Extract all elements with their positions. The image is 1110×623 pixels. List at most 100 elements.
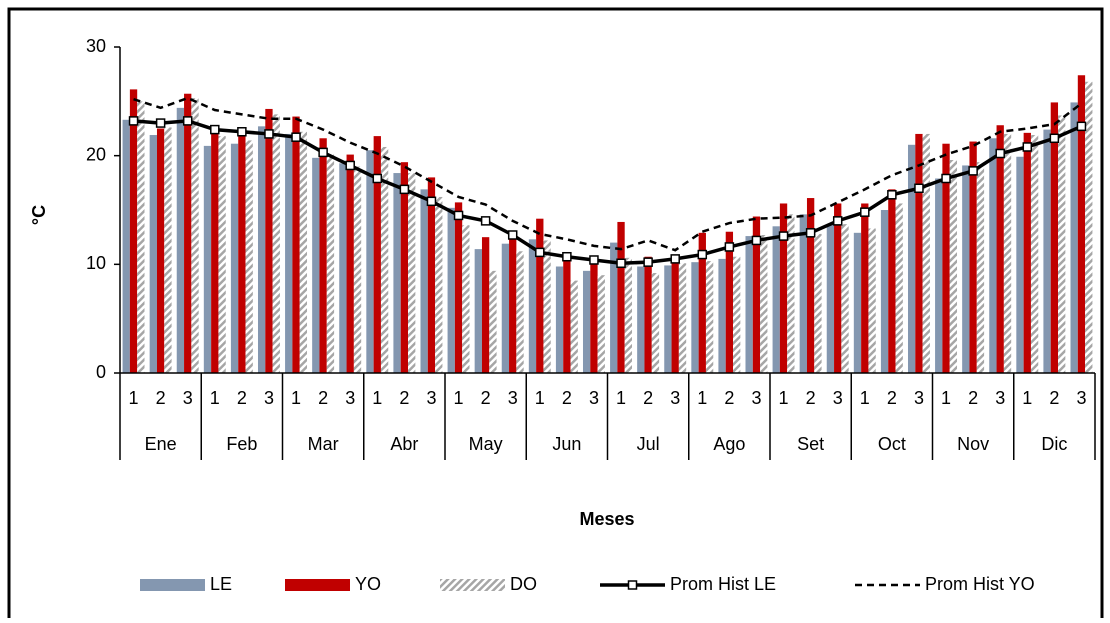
bar <box>787 214 795 373</box>
x-tick-label: 2 <box>806 388 816 408</box>
legend-label: Prom Hist LE <box>670 574 776 594</box>
group-label: Jul <box>637 434 660 454</box>
bar <box>1077 75 1086 374</box>
bar <box>664 265 672 373</box>
bar <box>149 135 157 373</box>
bar <box>536 218 544 373</box>
bar <box>806 198 815 373</box>
legend-swatch <box>140 579 205 591</box>
bar <box>129 89 138 373</box>
line-marker <box>535 247 545 258</box>
bar <box>1070 102 1078 374</box>
group-label: Set <box>797 434 824 454</box>
bar <box>799 214 807 373</box>
bar <box>698 232 706 373</box>
bar <box>915 133 923 373</box>
bar <box>590 257 598 373</box>
bar <box>257 126 266 374</box>
line-marker <box>480 216 491 226</box>
bar <box>447 207 455 373</box>
bar <box>969 141 977 373</box>
y-axis-title: °C <box>29 205 49 225</box>
bar <box>353 166 362 373</box>
y-tick-label: 20 <box>86 144 106 164</box>
bar <box>671 254 679 373</box>
line-marker <box>832 216 843 226</box>
bar <box>137 101 145 373</box>
line-marker <box>941 173 951 184</box>
bar <box>563 255 571 373</box>
bar <box>400 162 409 373</box>
group-label: Oct <box>878 434 906 454</box>
line-marker <box>453 210 464 221</box>
line-marker <box>995 148 1005 159</box>
bar <box>888 189 896 373</box>
bar <box>462 225 470 373</box>
bar <box>705 261 714 373</box>
bar <box>272 114 280 373</box>
x-tick-label: 2 <box>481 388 491 408</box>
x-tick-label: 3 <box>995 388 1005 408</box>
bar <box>691 262 699 373</box>
bar <box>651 273 660 373</box>
line-marker <box>643 257 653 267</box>
bar <box>339 163 347 373</box>
bar <box>454 202 463 373</box>
legend-label: YO <box>355 574 381 594</box>
x-tick-label: 3 <box>183 388 193 408</box>
bar <box>868 228 876 373</box>
group-label: Mar <box>308 434 339 454</box>
bar <box>501 243 510 373</box>
line-marker <box>805 228 816 238</box>
bar <box>292 116 300 374</box>
group-label: Abr <box>390 434 418 454</box>
bar <box>427 177 436 373</box>
line <box>133 96 1083 252</box>
bar <box>826 224 835 373</box>
bar <box>962 165 970 373</box>
group-label: May <box>469 434 503 454</box>
bar <box>610 242 618 373</box>
bar <box>346 154 354 373</box>
x-tick-label: 3 <box>589 388 599 408</box>
bar <box>408 173 416 373</box>
line-marker <box>697 249 708 260</box>
bar <box>834 203 842 373</box>
line-marker <box>860 207 870 217</box>
bar <box>718 258 726 373</box>
line-marker <box>778 231 789 241</box>
bar <box>907 144 916 373</box>
line-marker <box>589 255 599 265</box>
line-marker <box>887 190 897 200</box>
bar <box>779 203 788 373</box>
line-marker <box>291 132 301 142</box>
x-tick-label: 2 <box>724 388 734 408</box>
bar <box>942 143 950 373</box>
bar <box>989 138 997 373</box>
bar <box>543 240 551 373</box>
legend-marker <box>627 580 638 590</box>
x-tick-label: 1 <box>697 388 707 408</box>
bar <box>435 196 443 373</box>
x-tick-label: 3 <box>914 388 924 408</box>
bar <box>922 133 930 373</box>
bar <box>528 239 537 373</box>
legend-label: Prom Hist YO <box>925 574 1035 594</box>
group-label: Jun <box>552 434 581 454</box>
bar <box>481 237 490 373</box>
line-marker <box>237 127 247 137</box>
bar <box>1023 132 1031 373</box>
x-tick-label: 2 <box>643 388 653 408</box>
line-marker <box>670 254 680 264</box>
x-tick-label: 3 <box>426 388 436 408</box>
bar <box>238 130 246 373</box>
bar <box>752 216 761 373</box>
x-tick-label: 3 <box>345 388 355 408</box>
line-marker <box>399 184 410 195</box>
x-tick-label: 3 <box>670 388 680 408</box>
bar <box>211 130 219 373</box>
line-marker <box>372 173 383 184</box>
bar <box>245 140 253 373</box>
x-tick-label: 1 <box>779 388 789 408</box>
bar <box>516 251 524 373</box>
